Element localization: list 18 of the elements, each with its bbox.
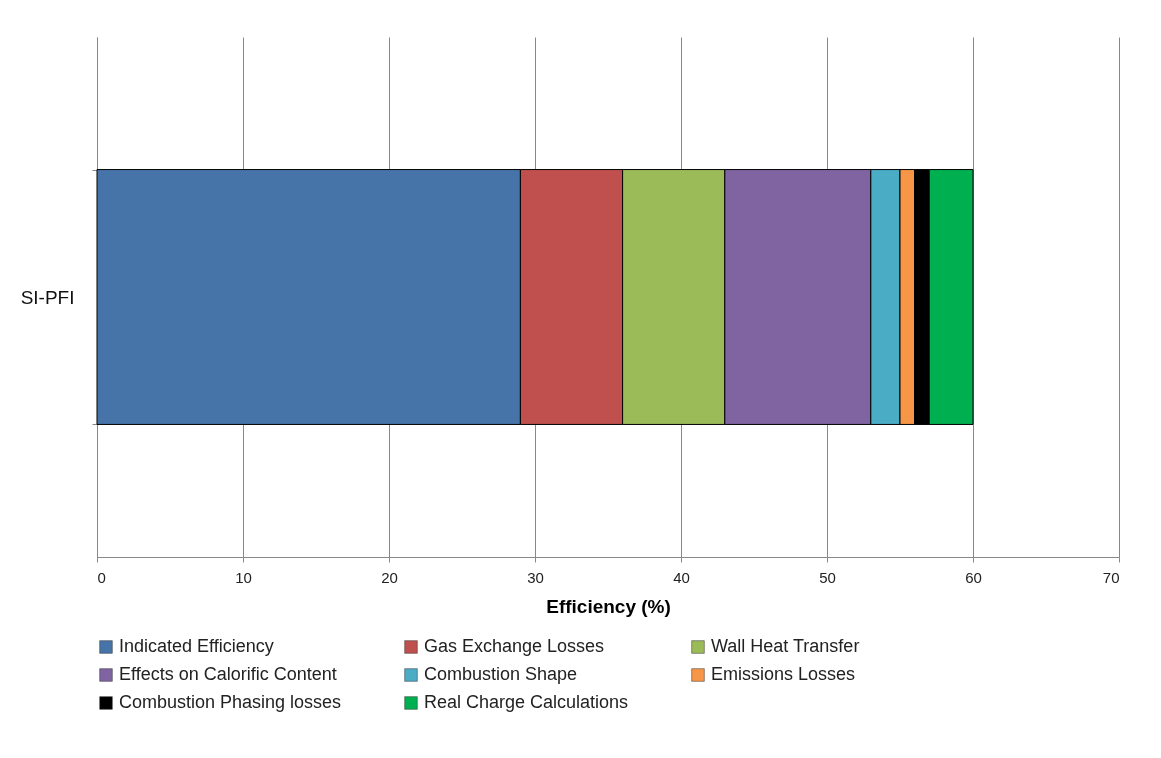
legend-label: Real Charge Calculations — [424, 692, 629, 712]
x-tick-label: 40 — [673, 568, 690, 586]
x-tick-label: 60 — [965, 568, 982, 586]
legend-label: Combustion Shape — [424, 664, 578, 684]
x-axis-title: Efficiency (%) — [546, 595, 671, 617]
x-tick-label: 10 — [235, 568, 252, 586]
legend-label: Combustion Phasing losses — [119, 692, 342, 712]
y-tick-label: SI-PFI — [20, 286, 75, 308]
legend-label: Gas Exchange Losses — [424, 636, 605, 656]
legend-label: Emissions Losses — [711, 664, 856, 684]
x-tick-label: 30 — [527, 568, 544, 586]
legend-label: Effects on Calorific Content — [119, 664, 337, 684]
x-tick-label: 0 — [97, 568, 106, 586]
legend-label: Indicated Efficiency — [119, 636, 274, 656]
x-tick-label: 20 — [381, 568, 398, 586]
x-tick-label: 70 — [1102, 568, 1120, 586]
legend-label: Wall Heat Transfer — [711, 636, 860, 656]
x-tick-label: 50 — [819, 568, 836, 586]
